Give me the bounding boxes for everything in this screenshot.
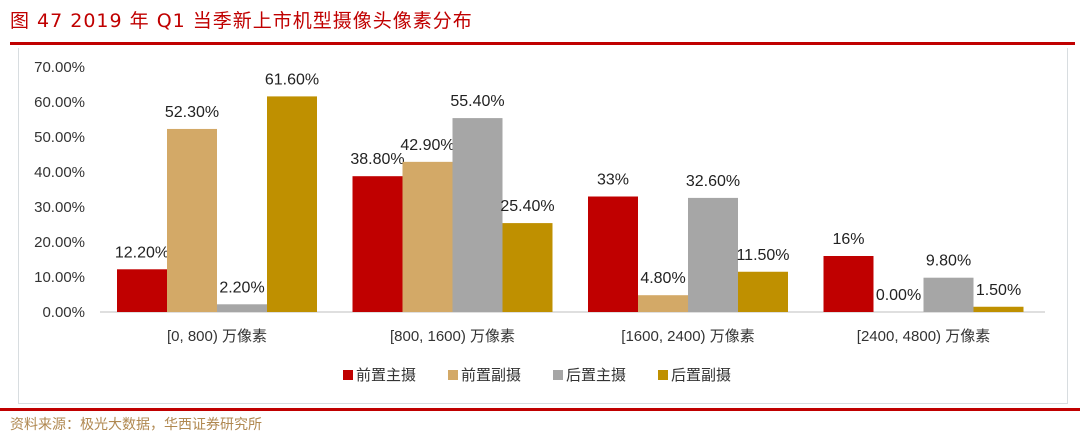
bar	[738, 271, 788, 312]
title-divider	[10, 42, 1075, 45]
bar	[973, 306, 1024, 312]
y-tick-label: 40.00%	[34, 164, 85, 181]
y-tick-label: 50.00%	[34, 129, 85, 146]
data-label: 9.80%	[926, 253, 971, 270]
legend-swatch	[553, 370, 563, 380]
data-label: 52.30%	[165, 104, 219, 121]
legend-label: 前置副摄	[461, 367, 521, 384]
bar	[502, 223, 553, 312]
y-tick-label: 10.00%	[34, 269, 85, 286]
bar	[267, 96, 317, 313]
bar	[688, 197, 738, 312]
legend-label: 后置主摄	[566, 367, 626, 384]
data-label: 4.80%	[640, 270, 685, 287]
y-tick-label: 0.00%	[42, 304, 85, 321]
legend-swatch	[658, 370, 668, 380]
data-label: 61.60%	[265, 71, 319, 88]
bar-chart: 0.00% 10.00% 20.00% 30.00% 40.00% 50.00% 60.00…	[34, 59, 1045, 384]
bar	[167, 128, 217, 312]
y-tick-label: 30.00%	[34, 199, 85, 216]
x-tick-label: [800, 1600) 万像素	[390, 328, 515, 345]
data-label: 11.50%	[736, 247, 789, 264]
x-tick-label: [0, 800) 万像素	[167, 328, 267, 345]
data-label: 38.80%	[350, 151, 404, 168]
x-tick-label: [2400, 4800) 万像素	[857, 328, 990, 345]
y-tick-label: 60.00%	[34, 94, 85, 111]
bar	[217, 304, 267, 312]
data-label: 2.20%	[219, 279, 264, 296]
bar	[452, 118, 503, 312]
data-label: 0.00%	[876, 287, 921, 304]
y-tick-label: 20.00%	[34, 234, 85, 251]
legend-swatch	[448, 370, 458, 380]
data-label: 25.40%	[500, 198, 554, 215]
data-label: 16%	[832, 231, 864, 248]
bar	[352, 176, 403, 312]
bar	[923, 277, 974, 312]
chart-frame	[18, 48, 1068, 404]
bar	[638, 295, 688, 312]
bar	[823, 256, 874, 312]
data-label: 42.90%	[400, 137, 454, 154]
source-note: 资料来源：极光大数据，华西证券研究所	[10, 417, 262, 433]
data-label: 12.20%	[115, 244, 169, 261]
bar	[117, 269, 167, 312]
x-tick-label: [1600, 2400) 万像素	[621, 328, 754, 345]
figure-title: 图 47 2019 年 Q1 当季新上市机型摄像头像素分布	[10, 10, 473, 32]
legend-swatch	[343, 370, 353, 380]
legend-label: 后置副摄	[671, 367, 731, 384]
y-tick-label: 70.00%	[34, 59, 85, 76]
data-label: 55.40%	[450, 93, 504, 110]
data-label: 33%	[597, 172, 629, 189]
data-label: 1.50%	[976, 282, 1021, 299]
bar	[402, 161, 453, 312]
legend-label: 前置主摄	[356, 367, 416, 384]
footer-divider	[0, 408, 1080, 411]
bar	[588, 196, 638, 312]
data-label: 32.60%	[686, 173, 740, 190]
